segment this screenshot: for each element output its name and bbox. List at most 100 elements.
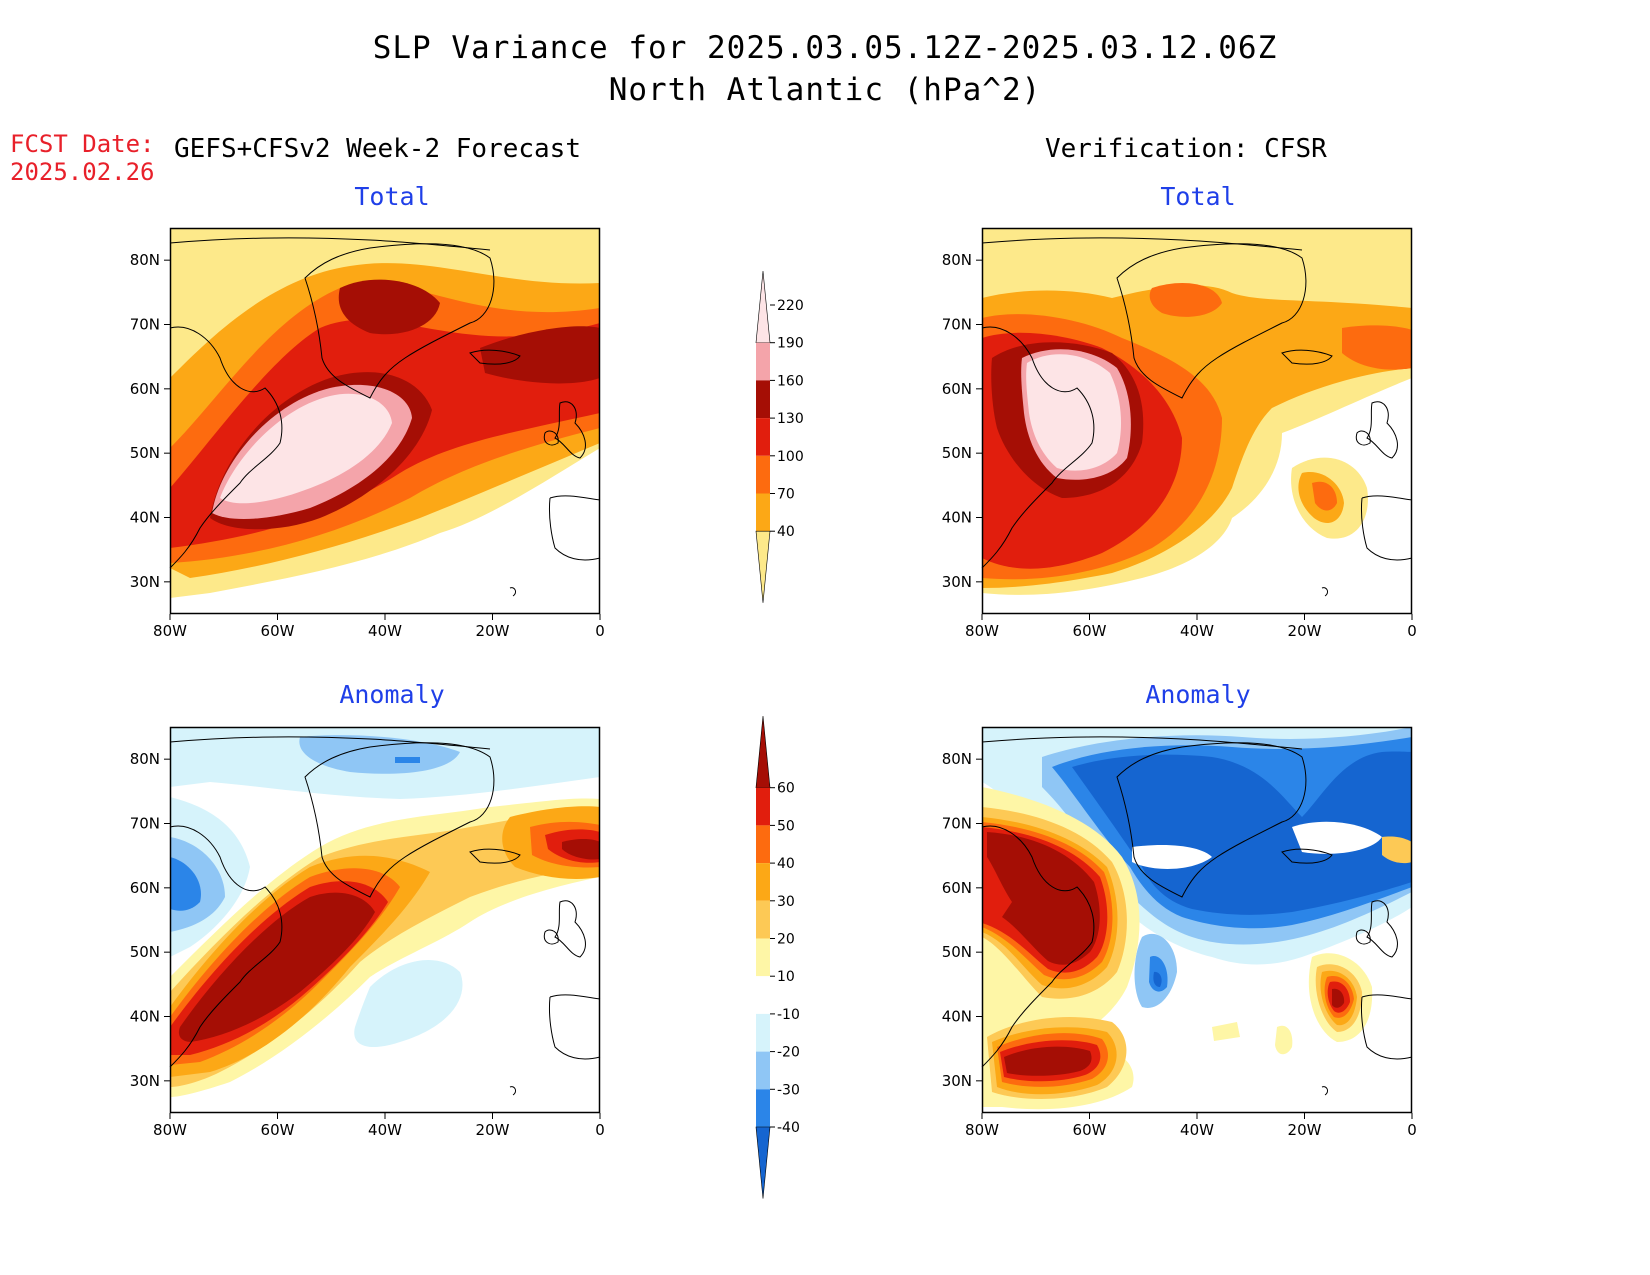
lat-label: 40N [942, 1008, 972, 1026]
map-axes: 80N 70N 60N 50N 40N 30N 80W 60W 40W 20W 0 [130, 750, 605, 1139]
lon-label: 80W [153, 622, 187, 640]
colorbar-segment [756, 825, 770, 864]
anomaly-colorbar: -40 -30 -20 -10 10 20 30 40 50 60 [755, 716, 800, 1199]
colorbar-segment [756, 380, 770, 419]
lat-label: 40N [130, 509, 160, 527]
verification-anomaly-title: Anomaly [1145, 680, 1251, 709]
forecast-column-title: GEFS+CFSv2 Week-2 Forecast [174, 134, 581, 164]
colorbar-segment [755, 716, 771, 788]
main-title: SLP Variance for 2025.03.05.12Z-2025.03.… [372, 30, 1278, 66]
lat-label: 50N [130, 444, 160, 462]
forecast-anomaly-map: 80N 70N 60N 50N 40N 30N 80W 60W 40W 20W 0 [130, 726, 605, 1139]
coastlines [169, 736, 601, 1096]
lat-label: 60N [130, 380, 160, 398]
colorbar-segment [756, 787, 770, 826]
lon-label: 40W [1180, 622, 1214, 640]
colorbar-segment [756, 938, 770, 977]
colorbar-segment [755, 271, 771, 343]
lon-label: 60W [1073, 622, 1107, 640]
lat-label: 80N [130, 251, 160, 269]
verification-total-title: Total [1160, 182, 1236, 211]
lon-label: 20W [476, 622, 510, 640]
coastlines [981, 237, 1413, 597]
lon-label: 40W [368, 1121, 402, 1139]
lat-label: 70N [942, 815, 972, 833]
lat-label: 70N [130, 815, 160, 833]
lat-label: 70N [130, 316, 160, 334]
lat-label: 50N [130, 943, 160, 961]
map-axes: 80N 70N 60N 50N 40N 30N 80W 60W 40W 20W 0 [942, 750, 1417, 1139]
lat-label: 30N [130, 573, 160, 591]
colorbar-segment [756, 342, 770, 381]
forecast-total-map: 80N 70N 60N 50N 40N 30N 80W 60W 40W 20W 0 [130, 227, 605, 640]
colorbar-label: 190 [777, 336, 804, 352]
coastlines [981, 736, 1413, 1096]
lon-label: 80W [153, 1121, 187, 1139]
lon-label: 0 [595, 622, 605, 640]
lon-label: 60W [261, 622, 295, 640]
colorbar-label: 100 [777, 449, 804, 465]
fcst-date-value: 2025.02.26 [10, 158, 155, 186]
colorbar-label: 60 [777, 781, 795, 797]
lon-label: 20W [1288, 1121, 1322, 1139]
coastlines [169, 237, 601, 597]
lon-label: 80W [965, 1121, 999, 1139]
lon-label: 60W [261, 1121, 295, 1139]
lon-label: 40W [368, 622, 402, 640]
colorbar-label: 30 [777, 894, 795, 910]
colorbar-segment [756, 863, 770, 901]
colorbar-segment [756, 1013, 770, 1052]
colorbar-segment [755, 530, 771, 603]
lat-label: 30N [942, 573, 972, 591]
lon-label: 60W [1073, 1121, 1107, 1139]
colorbar-segment [756, 1089, 770, 1127]
colorbar-label: 20 [777, 932, 795, 948]
lat-label: 50N [942, 943, 972, 961]
colorbar-segment [756, 493, 770, 532]
lat-label: 80N [942, 750, 972, 768]
lon-label: 80W [965, 622, 999, 640]
main-subtitle: North Atlantic (hPa^2) [608, 72, 1042, 108]
colorbar-segment [755, 1126, 771, 1199]
verification-column-title: Verification: CFSR [1045, 134, 1327, 164]
colorbar-label: -20 [777, 1045, 800, 1061]
colorbar-label: 40 [777, 856, 795, 872]
lat-label: 60N [130, 879, 160, 897]
colorbar-segment [756, 976, 770, 1014]
colorbar-label: 50 [777, 818, 795, 834]
verification-total-map: 80N 70N 60N 50N 40N 30N 80W 60W 40W 20W 0 [942, 227, 1417, 640]
forecast-total-title: Total [354, 182, 430, 211]
total-colorbar: 40 70 100 130 160 190 220 [755, 271, 804, 603]
fcst-date-label: FCST Date: [10, 130, 155, 158]
lat-label: 60N [942, 380, 972, 398]
lon-label: 40W [1180, 1121, 1214, 1139]
colorbar-label: -40 [777, 1120, 800, 1136]
map-axes: 80N 70N 60N 50N 40N 30N 80W 60W 40W 20W 0 [130, 251, 605, 640]
lat-label: 80N [130, 750, 160, 768]
colorbar-label: -30 [777, 1082, 800, 1098]
lat-label: 40N [130, 1008, 160, 1026]
lat-label: 80N [942, 251, 972, 269]
colorbar-label: 220 [777, 298, 804, 314]
colorbar-label: 130 [777, 411, 804, 427]
lon-label: 0 [595, 1121, 605, 1139]
colorbar-label: 40 [777, 524, 795, 540]
colorbar-segment [756, 1051, 770, 1090]
lat-label: 50N [942, 444, 972, 462]
colorbar-segment [756, 418, 770, 456]
colorbar-label: 10 [777, 969, 795, 985]
colorbar-label: -10 [777, 1007, 800, 1023]
colorbar-label: 160 [777, 373, 804, 389]
lat-label: 30N [942, 1072, 972, 1090]
map-axes: 80N 70N 60N 50N 40N 30N 80W 60W 40W 20W 0 [942, 251, 1417, 640]
lon-label: 20W [476, 1121, 510, 1139]
colorbar-segment [756, 455, 770, 494]
verification-anomaly-map: 80N 70N 60N 50N 40N 30N 80W 60W 40W 20W 0 [942, 726, 1417, 1139]
lon-label: 20W [1288, 622, 1322, 640]
lat-label: 60N [942, 879, 972, 897]
colorbar-segment [756, 900, 770, 939]
lat-label: 30N [130, 1072, 160, 1090]
lon-label: 0 [1407, 622, 1417, 640]
forecast-anomaly-title: Anomaly [339, 680, 445, 709]
colorbar-label: 70 [777, 487, 795, 503]
